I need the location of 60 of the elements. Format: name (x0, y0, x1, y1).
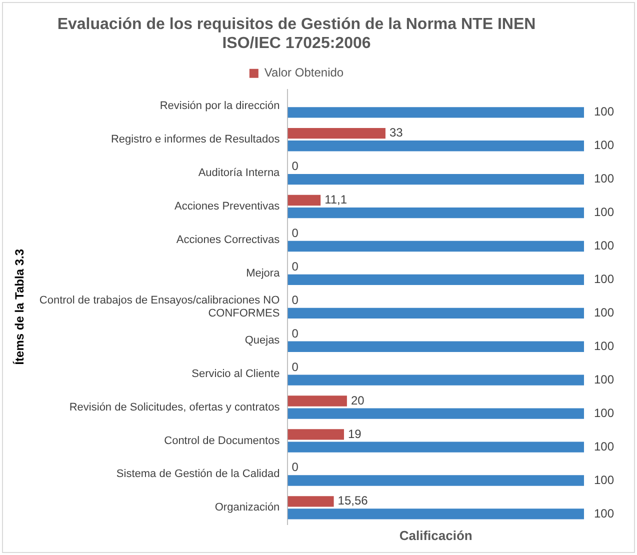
bar (288, 240, 584, 252)
bar (288, 442, 584, 452)
y-tick-label: Control de Documentos (164, 434, 280, 447)
bar (288, 274, 584, 286)
y-tick-label: Revisión por la dirección (160, 100, 280, 112)
bar (288, 475, 584, 486)
y-tick-label: Acciones Correctivas (176, 234, 280, 246)
data-label: 100 (594, 439, 614, 454)
y-tick-label: Organización (214, 502, 280, 514)
y-tick-label: Revisión de Solicitudes, ofertas y contratos (69, 401, 280, 414)
data-label: 100 (594, 506, 614, 520)
data-label: 100 (594, 406, 614, 420)
y-tick-label: Auditoría Interna (198, 167, 281, 180)
data-label: 33 (389, 126, 404, 140)
bar (288, 207, 584, 218)
bar (288, 174, 584, 185)
y-tick-label: Mejora (246, 267, 281, 280)
data-label: 0 (292, 226, 299, 240)
data-label: 100 (594, 238, 614, 253)
y-tick-label: Servicio al Cliente (192, 368, 280, 380)
y-tick-label: Sistema de Gestión de la Calidad (116, 468, 280, 480)
bar (288, 374, 584, 386)
data-label: 0 (292, 360, 299, 374)
bar (288, 140, 584, 152)
data-label: 100 (594, 338, 614, 353)
bar (288, 508, 584, 520)
bar (288, 128, 386, 139)
data-label: 100 (594, 138, 614, 152)
data-label: 100 (594, 372, 614, 386)
bar (288, 408, 584, 419)
y-tick-label: Acciones Preventivas (174, 200, 280, 213)
legend-label: Valor Obtenido (264, 66, 344, 80)
bar (288, 496, 334, 507)
data-label: 100 (594, 305, 614, 320)
y-axis-title: Ítems de la Tabla 3.3 (12, 248, 27, 365)
bar (288, 341, 584, 352)
bar (288, 308, 584, 319)
data-label: 20 (350, 393, 365, 408)
data-label: 100 (594, 472, 614, 487)
bar (288, 396, 347, 406)
y-tick-label: Quejas (244, 334, 280, 346)
data-label: 100 (594, 104, 614, 119)
data-label: 0 (292, 159, 299, 174)
y-tick-label: Registro e informes de Resultados (110, 134, 280, 146)
data-label: 0 (292, 259, 299, 274)
bar (288, 107, 584, 118)
data-label: 19 (348, 426, 362, 441)
bar (288, 429, 344, 440)
data-label: 100 (594, 272, 614, 286)
data-label: 0 (292, 292, 299, 307)
bar (288, 194, 321, 206)
data-label: 11,1 (324, 192, 348, 207)
chart-title: Evaluación de los requisitos de Gestión de la Norma NTE INEN ISO/IEC 17025:2006 (57, 16, 536, 52)
data-label: 0 (292, 460, 299, 474)
data-label: 100 (594, 172, 614, 186)
x-axis-title: Calificación (399, 528, 472, 543)
data-label: 100 (594, 205, 614, 220)
y-tick-label: Control de trabajos de Ensayos/calibraciones NO CONFORMES (39, 294, 280, 320)
data-label: 15,56 (338, 494, 368, 508)
data-label: 0 (292, 326, 299, 340)
